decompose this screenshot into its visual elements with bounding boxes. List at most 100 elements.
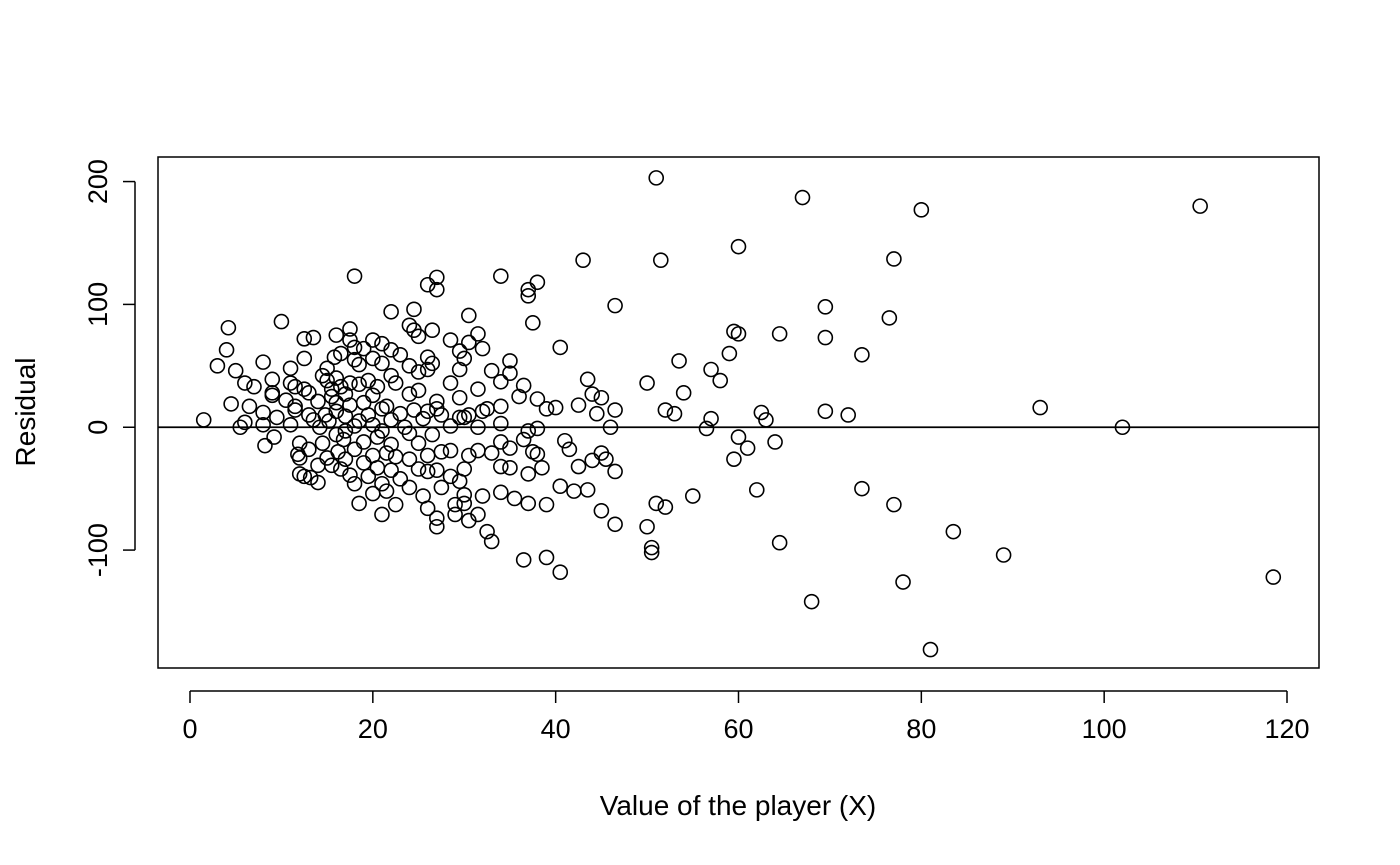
data-point	[383, 303, 399, 320]
data-point	[195, 412, 212, 428]
data-point	[351, 495, 367, 512]
data-point	[323, 381, 340, 397]
x-axis-title: Value of the player (X)	[600, 790, 877, 821]
data-point	[456, 487, 473, 503]
data-point	[220, 319, 237, 336]
data-point	[666, 405, 683, 422]
data-point	[369, 459, 386, 476]
data-point	[410, 328, 427, 345]
data-point	[447, 496, 463, 513]
data-point	[305, 329, 322, 346]
data-point	[461, 307, 477, 324]
data-point	[410, 461, 427, 477]
data-point	[712, 372, 729, 389]
data-point	[360, 468, 377, 485]
data-point	[392, 346, 409, 363]
data-point	[342, 375, 358, 391]
data-point	[433, 407, 450, 423]
data-point	[726, 451, 742, 467]
data-point	[328, 403, 345, 420]
data-point	[451, 409, 468, 426]
data-point	[995, 547, 1012, 563]
data-point	[703, 410, 719, 427]
data-point	[273, 313, 290, 330]
data-point	[515, 552, 532, 568]
data-point	[328, 370, 345, 386]
data-point	[511, 388, 527, 405]
data-point	[346, 418, 363, 434]
data-point	[461, 334, 477, 351]
data-point	[342, 467, 358, 483]
x-tick-label: 40	[541, 714, 571, 744]
data-point	[442, 375, 459, 391]
data-point	[922, 641, 939, 658]
data-point	[881, 310, 898, 326]
data-point	[730, 429, 747, 445]
data-point	[419, 500, 436, 517]
data-point	[337, 386, 354, 402]
data-point	[218, 342, 235, 358]
data-point	[429, 269, 445, 286]
data-point	[419, 447, 436, 464]
data-point	[703, 361, 719, 378]
data-point	[461, 407, 477, 423]
data-point	[502, 365, 518, 381]
data-point	[433, 479, 450, 496]
data-point	[383, 462, 399, 479]
data-point	[442, 418, 459, 434]
data-point	[296, 381, 313, 397]
data-point	[493, 415, 509, 432]
data-point	[886, 496, 902, 513]
data-point	[479, 523, 495, 540]
data-point	[387, 375, 404, 391]
data-point	[913, 202, 930, 218]
data-point	[771, 534, 788, 551]
data-point	[557, 432, 573, 449]
data-point	[515, 431, 532, 448]
data-point	[433, 444, 450, 460]
data-point	[493, 373, 509, 390]
data-point	[520, 423, 537, 439]
data-point	[451, 389, 468, 406]
data-point	[227, 362, 244, 379]
data-point	[493, 268, 509, 284]
data-point	[282, 360, 299, 377]
data-point	[698, 420, 715, 437]
data-point	[237, 375, 253, 391]
data-point	[442, 442, 459, 459]
data-point	[520, 495, 537, 512]
data-point	[310, 393, 326, 410]
data-point	[346, 351, 363, 368]
data-point	[529, 446, 546, 463]
data-point	[643, 539, 660, 556]
data-point	[442, 468, 459, 485]
data-point	[296, 350, 313, 367]
data-point	[351, 356, 367, 373]
data-point	[383, 342, 399, 358]
data-point	[520, 288, 537, 304]
data-point	[547, 399, 564, 416]
data-point	[561, 441, 578, 458]
data-point	[461, 447, 477, 464]
data-point	[534, 459, 550, 476]
data-point	[401, 386, 418, 402]
data-point	[266, 429, 282, 445]
data-point	[483, 362, 500, 379]
y-tick-label: -100	[83, 523, 113, 577]
data-point	[442, 332, 459, 348]
data-point	[945, 523, 962, 540]
data-point	[895, 574, 911, 590]
data-point	[342, 321, 358, 337]
data-point	[429, 393, 445, 410]
data-point	[360, 407, 377, 423]
data-point	[346, 475, 363, 492]
x-axis: 0 20 40 60 80 100 120	[182, 690, 1310, 744]
data-point	[410, 435, 427, 452]
data-point	[424, 355, 441, 372]
data-point	[1265, 569, 1282, 585]
data-point	[657, 499, 674, 515]
data-point	[287, 402, 303, 418]
data-point	[401, 317, 418, 334]
data-point	[287, 378, 303, 395]
